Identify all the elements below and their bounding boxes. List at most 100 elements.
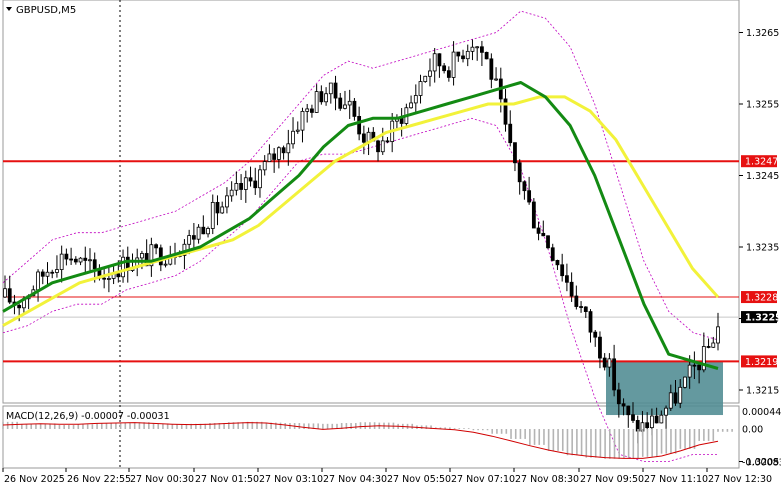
level-tag-label: 1.3247 <box>745 157 778 168</box>
candle-down <box>489 58 494 80</box>
candle-up <box>3 288 7 298</box>
candle-up <box>291 130 295 145</box>
candle-up <box>413 95 418 104</box>
candle-up <box>55 269 59 273</box>
candle-up <box>196 226 201 240</box>
candle-up <box>262 161 267 171</box>
price-tick-label: 1.3255 <box>746 100 779 111</box>
candle-down <box>593 331 598 338</box>
ma-yellow-line <box>2 95 720 327</box>
current-price-tag <box>741 311 777 324</box>
candle-up <box>649 415 654 429</box>
macd-signal-line <box>2 422 719 459</box>
candle-down <box>598 336 602 359</box>
time-tick-label: 27 Nov 12:30 <box>708 474 772 485</box>
candle-up <box>149 244 154 267</box>
candle-down <box>631 414 635 421</box>
candle-up <box>276 147 281 160</box>
level-tag <box>741 355 777 368</box>
chevron-down-icon[interactable] <box>6 7 12 11</box>
candle-up <box>36 271 40 291</box>
candle-down <box>645 422 650 429</box>
candle-down <box>531 201 536 229</box>
candle-down <box>116 273 121 278</box>
candle-down <box>621 403 626 407</box>
time-tick-label: 27 Nov 04:30 <box>323 474 387 485</box>
candle-up <box>347 100 352 106</box>
candle-up <box>225 195 229 208</box>
macd-tick-label: 0.00 <box>742 425 763 436</box>
candle-down <box>338 97 343 109</box>
candle-up <box>475 46 480 49</box>
time-tick-label: 27 Nov 00:30 <box>130 474 194 485</box>
candle-down <box>102 277 107 280</box>
candle-down <box>602 357 607 368</box>
candle-up <box>470 46 475 52</box>
candle-down <box>17 304 22 309</box>
candle-up <box>668 392 673 409</box>
candle-down <box>50 271 55 274</box>
candle-down <box>385 140 390 143</box>
candle-down <box>310 108 314 113</box>
candle-down <box>239 183 243 190</box>
candle-down <box>352 100 357 117</box>
time-tick-label: 27 Nov 05:50 <box>387 474 451 485</box>
candle-up <box>314 91 319 113</box>
moving-averages <box>2 81 720 370</box>
candle-up <box>78 257 83 263</box>
candle-down <box>461 55 465 60</box>
level-tag-label: 1.3219 <box>745 357 778 368</box>
candle-up <box>409 102 413 109</box>
current-price-tag-label: 1.3225 <box>745 313 781 324</box>
macd-plot <box>2 421 733 459</box>
candle-up <box>234 183 239 191</box>
candle-down <box>144 253 149 267</box>
candle-up <box>220 206 225 214</box>
candle-down <box>333 82 338 99</box>
candle-down <box>64 253 69 260</box>
candle-up <box>45 271 50 277</box>
candle-down <box>272 153 277 160</box>
candle-up <box>711 342 716 348</box>
candle-down <box>357 116 362 135</box>
candle-down <box>319 91 324 103</box>
candle-up <box>664 407 668 416</box>
time-tick-label: 26 Nov 2025 <box>4 474 65 485</box>
macd-scale: 0.00044 0.00 -0.00083 <box>742 407 781 468</box>
candle-down <box>550 247 555 261</box>
price-tick-label: 1.3235 <box>746 243 779 254</box>
price-scale: 1.3265 1.3255 1.3245 1.3235 1.3225 1.3215 1.32… <box>739 28 779 468</box>
candle-down <box>92 259 97 270</box>
candle-up <box>243 177 248 190</box>
candle-up <box>286 143 291 154</box>
candle-down <box>7 288 12 303</box>
candle-up <box>324 93 328 103</box>
candle-down <box>158 247 163 266</box>
candle-up <box>140 253 144 259</box>
candle-down <box>361 133 366 143</box>
candle-down <box>73 258 78 263</box>
candle-down <box>541 232 546 237</box>
candle-up <box>659 414 664 424</box>
time-tick-label: 27 Nov 09:50 <box>580 474 644 485</box>
level-tag <box>741 155 777 168</box>
candle-down <box>456 51 461 57</box>
candle-down <box>154 244 158 249</box>
macd-label: MACD(12,26,9) -0.00007 -0.00031 <box>6 411 170 422</box>
macd-tick-label: -0.00083 <box>742 458 781 469</box>
candle-down <box>612 358 617 391</box>
candle-down <box>442 65 447 72</box>
candle-down <box>692 364 697 367</box>
candle-down <box>560 264 565 277</box>
candle-down <box>215 201 220 214</box>
level-tag-label: 1.3228 <box>745 293 778 304</box>
candle-up <box>163 263 168 266</box>
level-lines <box>3 160 739 363</box>
candle-up <box>206 228 210 235</box>
candle-up <box>343 104 347 109</box>
candle-down <box>201 226 206 235</box>
candle-up <box>701 346 706 371</box>
candle-down <box>706 346 711 348</box>
candle-up <box>607 358 612 368</box>
